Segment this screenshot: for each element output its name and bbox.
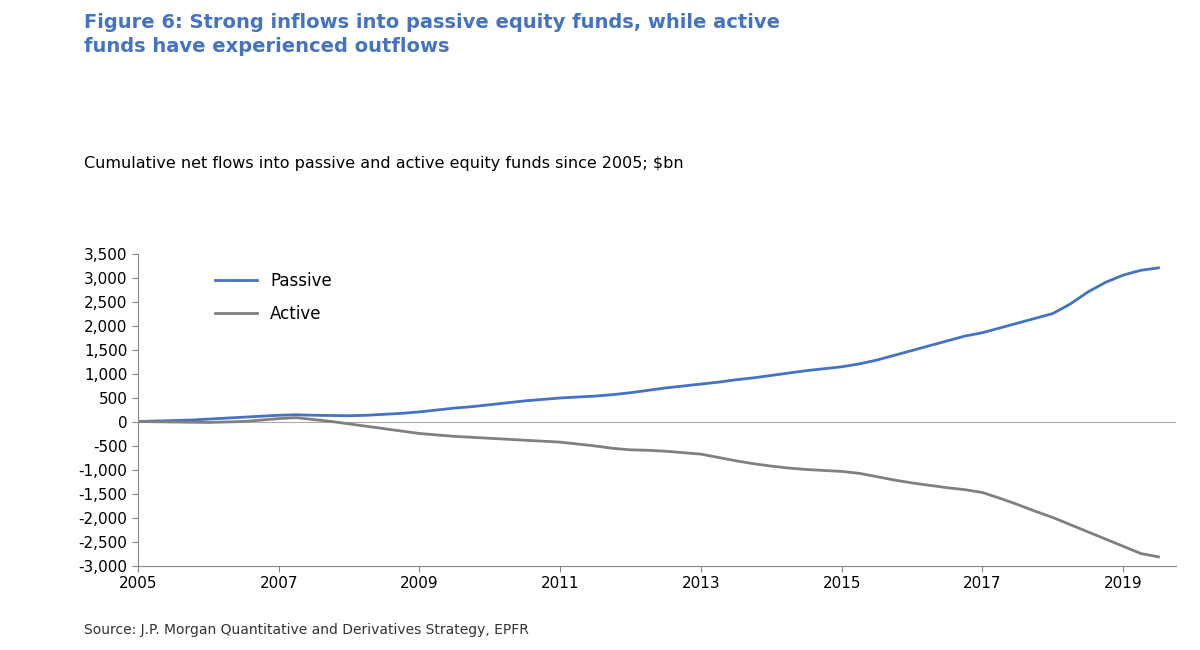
Passive: [870, 356, 884, 364]
Active: [236, 417, 251, 425]
Line: Active: Active: [138, 418, 1158, 557]
Passive: [395, 410, 409, 417]
Passive: [166, 417, 180, 424]
Text: Figure 6: Strong inflows into passive equity funds, while active
funds have expe: Figure 6: Strong inflows into passive eq…: [84, 13, 780, 57]
Passive: [659, 384, 673, 392]
Active: [289, 414, 304, 422]
Text: Source: J.P. Morgan Quantitative and Derivatives Strategy, EPFR: Source: J.P. Morgan Quantitative and Der…: [84, 623, 529, 637]
Active: [413, 430, 427, 437]
Passive: [236, 413, 251, 421]
Active: [131, 417, 145, 425]
Passive: [289, 411, 304, 419]
Text: Cumulative net flows into passive and active equity funds since 2005; $bn: Cumulative net flows into passive and ac…: [84, 156, 684, 171]
Active: [676, 448, 690, 456]
Legend: Passive, Active: Passive, Active: [209, 265, 338, 330]
Active: [307, 416, 322, 424]
Active: [166, 418, 180, 426]
Active: [887, 476, 901, 484]
Line: Passive: Passive: [138, 268, 1158, 421]
Active: [1151, 553, 1165, 561]
Passive: [1151, 264, 1165, 272]
Passive: [131, 417, 145, 425]
